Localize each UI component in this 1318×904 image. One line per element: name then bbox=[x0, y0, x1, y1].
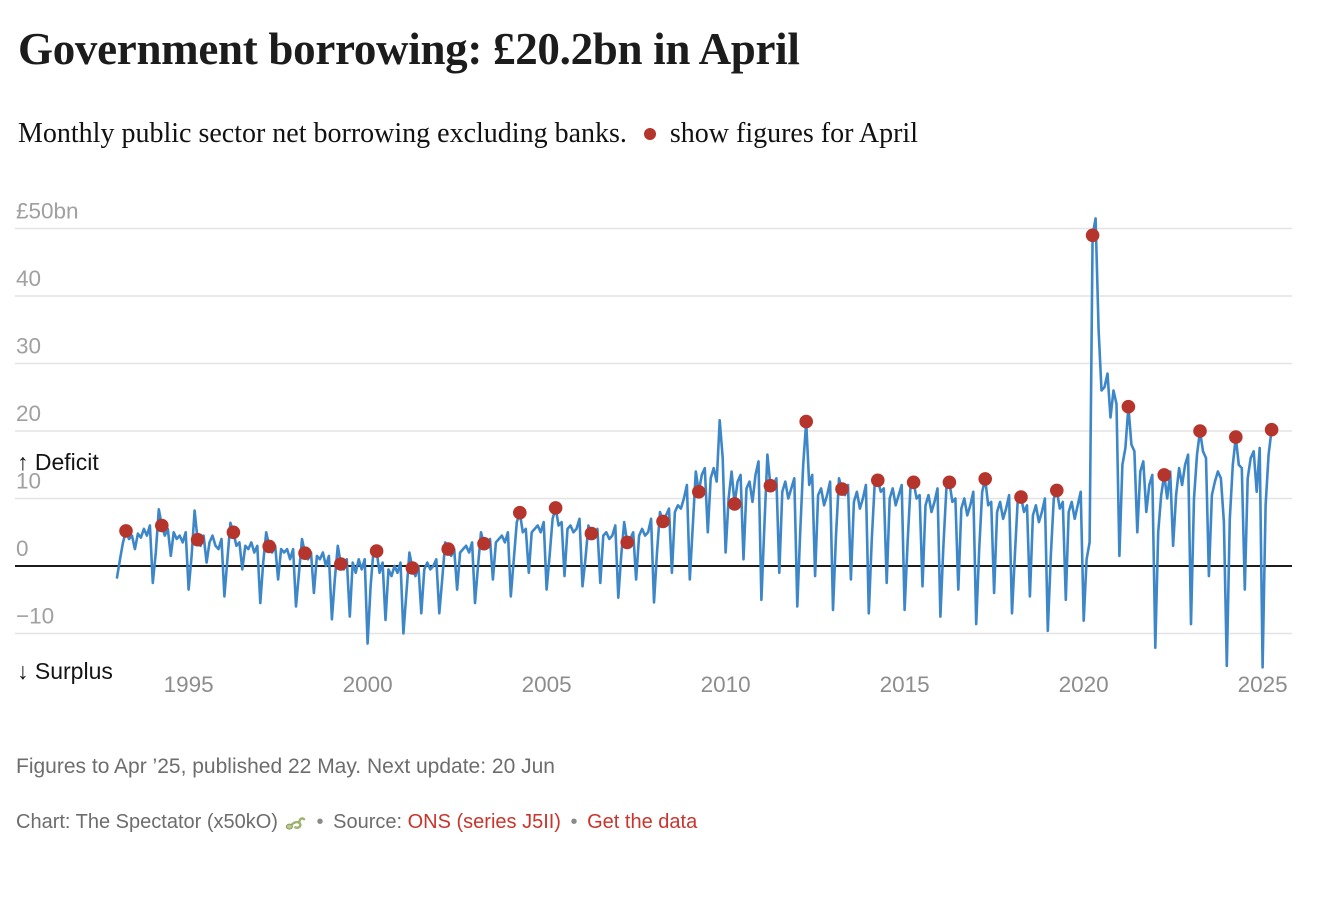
april-dot-2016[interactable] bbox=[942, 475, 957, 490]
y-tick-label: 40 bbox=[16, 266, 41, 291]
april-dot-2011[interactable] bbox=[763, 478, 778, 493]
april-dot-1993[interactable] bbox=[119, 524, 133, 538]
april-dot-2018[interactable] bbox=[1014, 490, 1028, 504]
x-tick-label: 2000 bbox=[343, 672, 393, 697]
chart-card: Government borrowing: £20.2bn in April M… bbox=[0, 22, 1318, 904]
april-dot-2023[interactable] bbox=[1193, 424, 1207, 438]
april-dot-2013[interactable] bbox=[835, 482, 849, 496]
snake-emoji-icon bbox=[284, 812, 307, 840]
april-dot-2003[interactable] bbox=[477, 536, 491, 551]
x-tick-label: 2020 bbox=[1059, 672, 1109, 697]
april-dot-2005[interactable] bbox=[548, 501, 563, 515]
april-dot-2002[interactable] bbox=[441, 542, 456, 556]
separator-dot: • bbox=[316, 811, 324, 833]
april-dot-2012[interactable] bbox=[799, 414, 813, 429]
april-dot-1999[interactable] bbox=[334, 557, 348, 571]
y-tick-label: £50bn bbox=[16, 199, 79, 224]
april-dot-2007[interactable] bbox=[620, 535, 634, 550]
april-legend-label: show figures for April bbox=[669, 118, 918, 149]
subtitle-text: Monthly public sector net borrowing excl… bbox=[18, 118, 627, 149]
y-tick-label: 0 bbox=[16, 536, 29, 561]
april-dot-1998[interactable] bbox=[298, 546, 312, 560]
april-dot-2006[interactable] bbox=[584, 526, 599, 541]
april-dot-2025[interactable] bbox=[1264, 422, 1279, 437]
y-tick-label: 30 bbox=[16, 334, 41, 359]
source-label: Source: bbox=[333, 811, 403, 833]
april-dot-2014[interactable] bbox=[871, 473, 885, 488]
april-dot-1996[interactable] bbox=[226, 525, 241, 540]
source-link[interactable]: ONS (series J5II) bbox=[407, 811, 561, 833]
april-dot-2004[interactable] bbox=[513, 505, 527, 520]
y-tick-label: 10 bbox=[16, 469, 41, 494]
april-dot-1994[interactable] bbox=[155, 518, 169, 533]
april-dot-2022[interactable] bbox=[1157, 468, 1171, 482]
x-tick-label: 2015 bbox=[880, 672, 930, 697]
y-tick-label: 20 bbox=[16, 401, 41, 426]
chart-area: £50bn 40 30 20 10 0 −10 1995 2000 2005 2010 2015 202… bbox=[0, 180, 1318, 715]
x-tick-label: 1995 bbox=[164, 672, 214, 697]
april-dot-2024[interactable] bbox=[1229, 430, 1243, 444]
chart-subtitle: Monthly public sector net borrowing excl… bbox=[18, 116, 1300, 151]
byline-credit: Chart: The Spectator (x50kO) bbox=[16, 811, 278, 833]
y-tick-label: −10 bbox=[16, 604, 54, 629]
chart-byline: Chart: The Spectator (x50kO) • Source: O… bbox=[16, 808, 1300, 840]
x-tick-label: 2005 bbox=[522, 672, 572, 697]
monthly-borrowing-line[interactable] bbox=[115, 217, 1273, 669]
april-dot-1997[interactable] bbox=[262, 539, 277, 554]
april-dot-2020[interactable] bbox=[1085, 228, 1100, 243]
april-legend-dot-icon bbox=[643, 128, 656, 140]
chart-notes: Figures to Apr ’25, published 22 May. Ne… bbox=[16, 755, 555, 778]
x-tick-label: 2025 bbox=[1238, 672, 1288, 697]
get-data-link[interactable]: Get the data bbox=[587, 811, 698, 833]
april-dot-2008[interactable] bbox=[656, 514, 670, 529]
april-dot-2000[interactable] bbox=[369, 544, 384, 558]
april-dot-2019[interactable] bbox=[1050, 483, 1064, 498]
page-title: Government borrowing: £20.2bn in April bbox=[18, 24, 800, 74]
april-dot-2015[interactable] bbox=[906, 475, 921, 490]
surplus-annotation: ↓ Surplus bbox=[17, 658, 113, 684]
april-dot-2017[interactable] bbox=[978, 472, 992, 486]
april-dot-2009[interactable] bbox=[692, 485, 706, 499]
separator-dot: • bbox=[570, 811, 578, 833]
april-dot-2001[interactable] bbox=[405, 561, 420, 575]
april-dot-2010[interactable] bbox=[727, 497, 742, 511]
april-dot-2021[interactable] bbox=[1121, 399, 1136, 414]
deficit-annotation: ↑ Deficit bbox=[17, 449, 99, 475]
x-tick-label: 2010 bbox=[701, 672, 751, 697]
april-dot-1995[interactable] bbox=[190, 532, 205, 547]
